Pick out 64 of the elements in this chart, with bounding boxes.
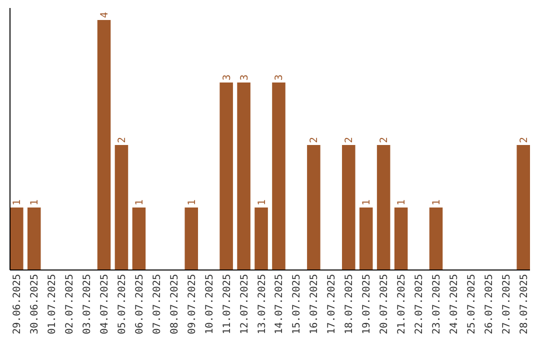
bar	[184, 208, 198, 270]
x-tick-label: 01.07.2025	[47, 274, 58, 334]
x-tick-label: 20.07.2025	[379, 274, 390, 334]
x-tick-label: 21.07.2025	[396, 274, 408, 334]
data-label: 4	[100, 12, 111, 18]
x-tick-label: 26.07.2025	[484, 274, 495, 334]
data-label: 1	[362, 199, 373, 206]
data-label: 1	[134, 199, 146, 206]
x-tick-label: 23.07.2025	[431, 274, 442, 334]
bar	[97, 20, 111, 270]
x-tick-label: 24.07.2025	[448, 274, 460, 334]
bar	[429, 208, 443, 270]
x-tick-label: 18.07.2025	[344, 274, 356, 334]
bar	[359, 208, 373, 270]
x-tick-label: 09.07.2025	[186, 274, 198, 334]
x-tick-label: 17.07.2025	[326, 274, 338, 334]
data-label: 2	[518, 136, 530, 143]
data-label: 2	[116, 136, 128, 143]
x-tick-label: 14.07.2025	[274, 274, 286, 334]
bar	[376, 145, 390, 270]
bar	[220, 82, 233, 270]
x-tick-label: 28.07.2025	[518, 274, 530, 334]
data-label: 2	[379, 136, 390, 143]
x-tick-label: 15.07.2025	[292, 274, 303, 334]
x-tick-label: 03.07.2025	[82, 274, 94, 334]
x-tick-label: 19.07.2025	[362, 274, 373, 334]
x-tick-label: 10.07.2025	[204, 274, 216, 334]
x-tick-label: 07.07.2025	[152, 274, 163, 334]
bar	[132, 208, 146, 270]
x-tick-label: 04.07.2025	[100, 274, 111, 334]
x-tick-label: 25.07.2025	[466, 274, 478, 334]
data-label: 1	[256, 199, 268, 206]
x-tick-label: 29.06.2025	[12, 274, 24, 334]
bar	[272, 82, 286, 270]
data-label: 1	[30, 199, 41, 206]
data-label: 1	[431, 199, 442, 206]
data-label: 1	[186, 199, 198, 206]
bar	[307, 145, 320, 270]
bar	[342, 145, 356, 270]
x-tick-label: 08.07.2025	[169, 274, 180, 334]
data-label: 1	[396, 199, 408, 206]
x-tick-label: 12.07.2025	[239, 274, 250, 334]
bar	[114, 145, 128, 270]
x-tick-label: 06.07.2025	[134, 274, 146, 334]
bar	[394, 208, 408, 270]
data-label: 2	[344, 136, 356, 143]
bar	[254, 208, 268, 270]
data-label: 3	[274, 74, 286, 80]
x-tick-label: 22.07.2025	[414, 274, 426, 334]
x-tick-label: 05.07.2025	[116, 274, 128, 334]
x-tick-label: 02.07.2025	[64, 274, 76, 334]
bar	[27, 208, 41, 270]
bar	[516, 145, 530, 270]
data-label: 3	[222, 74, 233, 80]
bar	[10, 208, 24, 270]
data-label: 3	[239, 74, 250, 80]
x-tick-label: 13.07.2025	[256, 274, 268, 334]
x-tick-label: 27.07.2025	[501, 274, 512, 334]
x-tick-label: 11.07.2025	[222, 274, 233, 334]
data-label: 2	[309, 136, 320, 143]
data-label: 1	[12, 199, 24, 206]
x-tick-label: 16.07.2025	[309, 274, 320, 334]
bar	[237, 82, 250, 270]
x-tick-label: 30.06.2025	[30, 274, 41, 334]
